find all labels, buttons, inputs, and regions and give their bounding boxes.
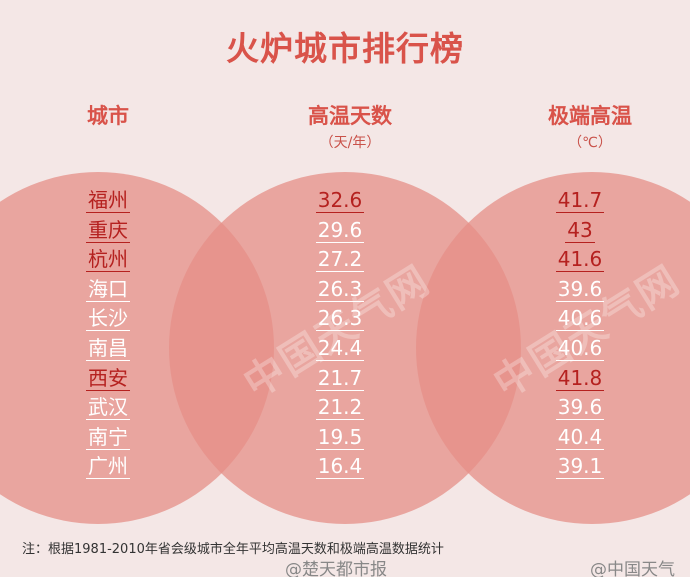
city-cell-text: 长沙 [86,306,130,332]
days-cell: 19.5 [290,423,390,453]
max-cell: 39.6 [535,393,625,423]
days-column: 32.6 29.6 27.2 26.3 26.3 24.4 21.7 21.2 19.5 16.4 [290,186,390,482]
days-cell: 26.3 [290,275,390,305]
city-cell-text: 海口 [86,276,130,302]
days-cell-text: 21.2 [315,395,365,421]
circle-middle [169,172,521,524]
days-cell: 21.2 [290,393,390,423]
header-days-label: 高温天数 [308,104,392,128]
days-cell-text: 26.3 [315,306,365,332]
city-cell: 福州 [68,186,148,216]
max-cell: 39.6 [535,275,625,305]
days-cell-text: 27.2 [315,247,365,273]
city-cell: 广州 [68,452,148,482]
days-cell: 29.6 [290,216,390,246]
city-cell: 武汉 [68,393,148,423]
city-cell-text: 西安 [86,365,130,391]
max-cell: 39.1 [535,452,625,482]
max-cell: 43 [535,216,625,246]
days-cell-text: 32.6 [315,188,365,213]
city-cell: 重庆 [68,216,148,246]
days-cell: 21.7 [290,364,390,394]
city-cell-text: 重庆 [86,217,130,243]
city-cell-text: 南宁 [86,424,130,450]
header-max-unit: （℃） [568,135,612,151]
city-cell-text: 福州 [86,188,130,213]
days-cell: 27.2 [290,245,390,275]
max-cell-text: 43 [565,217,595,243]
header-city: 城市 [58,100,158,130]
city-cell: 南昌 [68,334,148,364]
header-days-unit: （天/年） [319,135,381,151]
max-cell: 41.6 [535,245,625,275]
days-cell-text: 29.6 [315,217,365,243]
days-cell-text: 16.4 [315,454,365,480]
days-cell: 26.3 [290,304,390,334]
max-cell-text: 40.6 [555,306,605,332]
max-cell-text: 41.7 [555,188,605,213]
header-city-label: 城市 [87,104,129,128]
page-title: 火炉城市排行榜 [226,29,464,68]
city-cell: 西安 [68,364,148,394]
city-column: 福州重庆杭州海口长沙南昌西安武汉南宁广州 [68,186,148,482]
max-cell-text: 40.4 [555,424,605,450]
header-days: 高温天数 （天/年） [280,100,420,152]
circle-right [416,172,690,524]
city-cell: 杭州 [68,245,148,275]
days-cell-text: 26.3 [315,276,365,302]
city-cell-text: 武汉 [86,395,130,421]
city-cell-text: 南昌 [86,335,130,361]
footnote: 注：根据1981-2010年省会级城市全年平均高温天数和极端高温数据统计 [22,542,444,557]
days-cell: 24.4 [290,334,390,364]
days-cell-text: 21.7 [315,365,365,391]
city-cell-text: 广州 [86,454,130,480]
max-cell: 40.6 [535,334,625,364]
max-cell: 41.7 [535,186,625,216]
header-max: 极端高温 （℃） [520,100,660,152]
credit-right: @中国天气 [590,560,675,577]
max-cell-text: 40.6 [555,335,605,361]
days-cell: 32.6 [290,186,390,216]
city-cell-text: 杭州 [86,247,130,273]
days-cell-text: 24.4 [315,335,365,361]
days-cell: 16.4 [290,452,390,482]
days-cell-text: 19.5 [315,424,365,450]
max-cell: 40.6 [535,304,625,334]
max-column: 41.7 43 41.6 39.6 40.6 40.6 41.8 39.6 40.4 39.1 [535,186,625,482]
city-cell: 海口 [68,275,148,305]
credit-left: @楚天都市报 [285,560,387,577]
max-cell-text: 39.1 [555,454,605,480]
max-cell: 41.8 [535,364,625,394]
max-cell-text: 41.6 [555,247,605,273]
max-cell-text: 39.6 [555,276,605,302]
max-cell-text: 41.8 [555,365,605,391]
header-max-label: 极端高温 [548,104,632,128]
max-cell-text: 39.6 [555,395,605,421]
city-cell: 南宁 [68,423,148,453]
max-cell: 40.4 [535,423,625,453]
city-cell: 长沙 [68,304,148,334]
